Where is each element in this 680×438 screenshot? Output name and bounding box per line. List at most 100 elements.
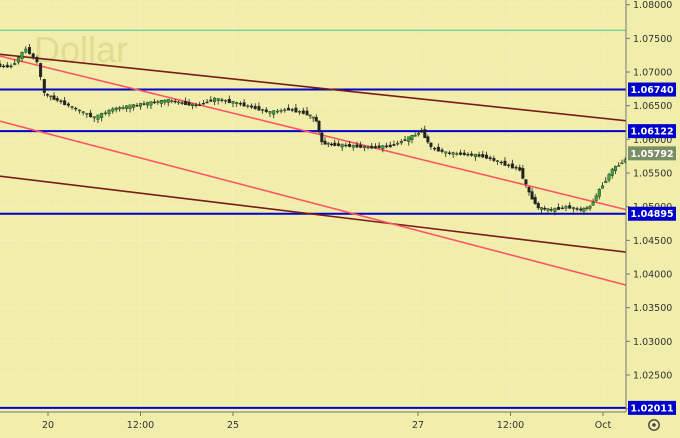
candle-body: [416, 132, 420, 135]
candle-body: [492, 158, 496, 161]
candle-body: [177, 101, 181, 104]
candle-body: [235, 102, 239, 104]
price-tick-label: 1.06500: [633, 101, 672, 112]
candle-body: [166, 99, 170, 103]
candle-body: [336, 143, 340, 146]
price-tick-label: 1.05500: [633, 169, 672, 180]
candle-series: [0, 44, 679, 216]
candle-body: [135, 104, 139, 107]
candle-body: [224, 100, 228, 102]
candle-body: [55, 98, 59, 101]
candle-body: [527, 186, 531, 193]
candle-body: [209, 99, 213, 102]
candle-body: [582, 207, 586, 212]
candle-body: [455, 153, 459, 155]
candle-body: [85, 112, 89, 115]
candle-body: [308, 114, 312, 117]
candle-body: [42, 79, 46, 93]
candle-body: [59, 100, 63, 103]
candle-body: [31, 53, 35, 58]
candle-body: [499, 161, 503, 164]
candle-body: [407, 136, 411, 142]
candle-body: [66, 103, 70, 106]
candle-body: [231, 100, 235, 104]
time-axis: 20 12:00 25 27 12:00 Oct: [42, 412, 611, 431]
candle-body: [470, 153, 474, 156]
candle-body: [5, 64, 9, 68]
candle-body: [613, 166, 617, 172]
candle-body: [246, 105, 250, 107]
price-tick-label: 1.02500: [633, 370, 672, 381]
candle-body: [305, 110, 309, 116]
level-price-tag-bg: [628, 82, 676, 97]
level-price-tag: 1.02011: [630, 403, 673, 414]
level-price-tag-bg: [628, 206, 676, 221]
candle-body: [92, 116, 96, 119]
candle-body: [298, 111, 302, 113]
candle-body: [238, 103, 242, 105]
candle-body: [317, 121, 321, 132]
candle-body: [13, 63, 17, 66]
candle-body: [575, 208, 579, 210]
candle-body: [568, 205, 572, 209]
candle-body: [149, 101, 153, 106]
candle-body: [610, 168, 614, 176]
candle-body: [429, 142, 433, 147]
candle-body: [370, 145, 374, 149]
candle-body: [462, 152, 466, 156]
candle-body: [533, 197, 537, 204]
candle-body: [333, 142, 337, 146]
candle-body: [279, 110, 283, 112]
candle-body: [107, 109, 111, 114]
time-tick-label: 20: [42, 420, 54, 431]
candle-body: [396, 142, 400, 145]
candle-body: [373, 146, 377, 149]
candle-body: [323, 140, 327, 145]
candle-body: [320, 132, 324, 143]
candle-body: [507, 164, 511, 167]
candle-body: [287, 107, 291, 111]
candle-body: [549, 209, 553, 211]
candle-body: [74, 107, 78, 110]
candle-body: [81, 111, 85, 113]
candle-body: [488, 157, 492, 160]
candle-body: [436, 146, 440, 152]
candle-body: [132, 104, 136, 108]
candle-body: [163, 100, 167, 103]
candle-body: [591, 201, 595, 206]
candle-body: [604, 180, 608, 184]
candle-body: [351, 144, 355, 148]
price-tags: 1.06740 1.06122 1.04895 1.02011 1.05792: [628, 82, 676, 415]
candle-body: [585, 207, 589, 210]
candle-body: [194, 104, 198, 107]
candle-body: [514, 166, 518, 169]
time-tick-label: 12:00: [127, 420, 154, 431]
candle-body: [77, 109, 81, 112]
gear-icon[interactable]: [648, 419, 660, 431]
level-price-tag: 1.04895: [630, 209, 673, 220]
candle-body: [0, 63, 2, 68]
candle-body: [355, 144, 359, 148]
trend-line: [0, 53, 680, 128]
gear-icon-ring: [648, 419, 660, 431]
candle-body: [503, 160, 507, 166]
trend-line: [0, 120, 680, 300]
candle-body: [261, 109, 265, 111]
price-tick-label: 1.06000: [633, 135, 672, 146]
candle-body: [473, 153, 477, 158]
price-tick-label: 1.07000: [633, 68, 672, 79]
candle-body: [620, 162, 624, 165]
candle-body: [180, 102, 184, 104]
trend-line: [0, 55, 680, 224]
candle-body: [426, 136, 430, 143]
candle-body: [205, 101, 209, 104]
candle-body: [220, 99, 224, 101]
candle-body: [49, 95, 53, 98]
candle-body: [314, 117, 318, 122]
candle-body: [253, 105, 257, 109]
level-price-tag: 1.06740: [630, 85, 674, 96]
candle-body: [477, 154, 481, 157]
candle-body: [159, 100, 163, 104]
current-price-tag: 1.05792: [630, 149, 673, 160]
